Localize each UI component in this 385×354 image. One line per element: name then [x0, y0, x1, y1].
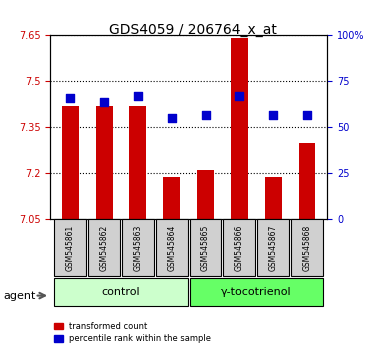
FancyBboxPatch shape	[190, 219, 221, 276]
FancyBboxPatch shape	[88, 219, 120, 276]
Point	[67, 95, 74, 101]
FancyBboxPatch shape	[190, 278, 323, 306]
Text: GDS4059 / 206764_x_at: GDS4059 / 206764_x_at	[109, 23, 276, 37]
Text: agent: agent	[4, 291, 36, 301]
Text: GSM545861: GSM545861	[66, 225, 75, 271]
Bar	[62, 106, 79, 219]
FancyBboxPatch shape	[54, 219, 86, 276]
Bar	[197, 170, 214, 219]
Bar	[129, 106, 146, 219]
Bar	[231, 39, 248, 219]
Text: γ-tocotrienol: γ-tocotrienol	[221, 287, 291, 297]
Text: GSM545862: GSM545862	[100, 225, 109, 271]
Point	[101, 99, 107, 104]
FancyBboxPatch shape	[223, 219, 255, 276]
Point	[270, 112, 276, 118]
Point	[304, 112, 310, 118]
Text: GSM545868: GSM545868	[303, 225, 311, 271]
Bar	[96, 106, 112, 219]
Text: GSM545863: GSM545863	[134, 224, 142, 271]
Point	[135, 93, 141, 99]
FancyBboxPatch shape	[122, 219, 154, 276]
FancyBboxPatch shape	[156, 219, 187, 276]
Legend: transformed count, percentile rank within the sample: transformed count, percentile rank withi…	[54, 322, 211, 343]
Point	[169, 115, 175, 121]
Bar	[163, 177, 180, 219]
Bar	[298, 143, 315, 219]
FancyBboxPatch shape	[54, 278, 187, 306]
Bar	[265, 177, 281, 219]
Text: GSM545865: GSM545865	[201, 224, 210, 271]
Text: GSM545864: GSM545864	[167, 224, 176, 271]
Point	[236, 93, 243, 99]
Text: GSM545867: GSM545867	[269, 224, 278, 271]
Point	[203, 112, 209, 118]
Text: GSM545866: GSM545866	[235, 224, 244, 271]
Text: control: control	[102, 287, 141, 297]
FancyBboxPatch shape	[257, 219, 289, 276]
FancyBboxPatch shape	[291, 219, 323, 276]
